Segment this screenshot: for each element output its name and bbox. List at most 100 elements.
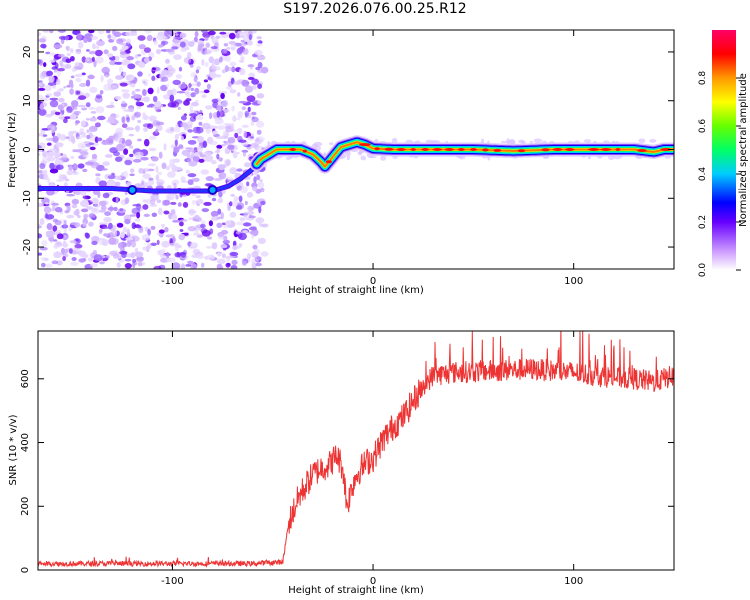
noise-speckle [157,249,163,256]
noise-speckle [166,257,171,263]
noise-speckle [119,51,127,55]
noise-speckle [125,74,135,81]
noise-speckle [231,259,238,265]
noise-speckle [188,83,192,88]
x-tick-label: 100 [564,276,583,287]
noise-speckle [210,255,215,260]
noise-speckle [86,56,90,62]
noise-speckle [70,135,75,143]
noise-speckle [53,251,62,258]
noise-speckle [43,62,47,68]
noise-speckle [197,198,204,205]
colorbar-tick-label: 0.4 [698,167,708,182]
y-tick-label: 10 [22,94,33,107]
noise-speckle [164,30,170,37]
colorbar-tick-label: 0.8 [698,71,708,86]
noise-speckle [187,226,197,232]
noise-speckle [89,86,98,93]
noise-speckle [237,111,243,119]
noise-speckle [189,104,193,112]
noise-speckle [66,45,70,52]
noise-speckle [147,179,155,186]
noise-speckle [49,30,54,34]
noise-speckle [209,112,213,120]
noise-speckle [77,163,85,169]
noise-speckle [102,238,108,245]
noise-speckle [215,35,221,39]
noise-speckle [236,221,244,226]
noise-speckle [168,257,176,263]
noise-speckle [77,215,81,219]
noise-speckle [233,196,239,202]
noise-speckle [71,204,78,209]
noise-speckle [148,163,156,167]
noise-speckle [74,73,83,78]
noise-speckle [38,87,46,91]
noise-speckle [167,196,171,200]
noise-speckle [88,50,96,55]
noise-speckle [131,115,136,121]
noise-speckle [122,71,127,77]
noise-speckle [56,233,64,240]
ridge-peak [615,148,621,151]
noise-speckle [129,173,135,177]
noise-speckle [89,263,98,268]
noise-speckle [121,116,126,124]
noise-speckle [238,100,247,104]
noise-speckle [211,98,219,103]
noise-speckle [201,262,205,268]
noise-speckle [225,86,233,90]
noise-speckle [161,69,169,75]
noise-speckle [112,253,119,259]
noise-speckle [73,66,83,70]
noise-speckle [533,138,543,144]
noise-speckle [45,214,55,220]
noise-speckle [217,164,227,169]
noise-speckle [257,237,266,245]
noise-speckle [188,160,198,167]
noise-speckle [48,52,56,56]
noise-speckle [165,166,171,171]
snr-x-label: Height of straight line (km) [288,585,424,596]
noise-speckle [94,136,99,144]
noise-speckle [76,33,82,41]
noise-speckle [129,145,134,149]
noise-speckle [69,88,74,95]
ridge-peak [600,148,612,151]
noise-speckle [241,40,247,47]
noise-speckle [249,136,254,139]
noise-speckle [49,59,56,63]
noise-speckle [213,58,221,66]
noise-speckle [180,263,186,269]
noise-speckle [191,254,200,258]
noise-speckle [38,82,43,86]
noise-speckle [194,99,199,103]
snr-y-label: SNR (10 * v/v) [8,414,19,485]
noise-speckle [217,125,226,130]
noise-speckle [142,173,151,179]
noise-speckle [102,226,110,230]
ridge-peak [325,160,332,164]
noise-speckle [88,30,95,34]
noise-speckle [226,256,231,262]
snr-frame [37,330,675,571]
noise-speckle [257,69,263,73]
noise-speckle [144,226,149,230]
noise-speckle [64,35,70,41]
noise-speckle [213,215,220,219]
noise-speckle [256,36,262,40]
noise-speckle [236,47,243,55]
noise-speckle [147,123,154,129]
noise-speckle [201,94,207,99]
noise-speckle [88,213,96,219]
noise-speckle [54,111,61,116]
noise-speckle [165,234,175,238]
noise-speckle [41,262,46,268]
noise-speckle [216,263,223,269]
ridge-peak [302,149,307,153]
noise-speckle [161,200,168,206]
noise-speckle [150,194,159,201]
noise-speckle [99,261,105,265]
noise-speckle [195,69,200,74]
